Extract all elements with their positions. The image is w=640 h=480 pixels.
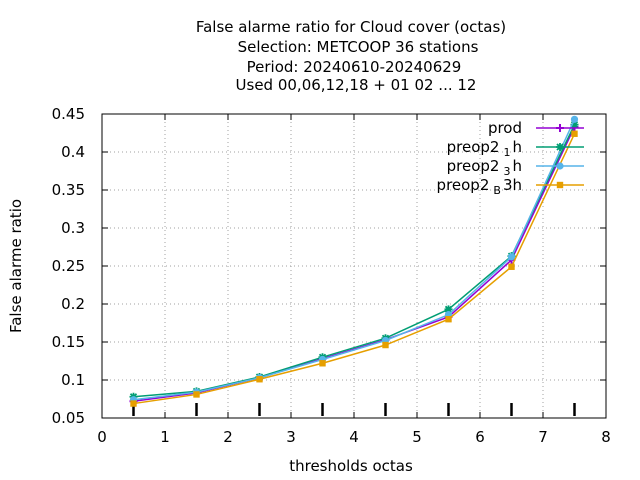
series-line (133, 133, 576, 405)
x-tick-label: 2 (223, 428, 233, 446)
legend-item-4: preop2 B 3h (437, 176, 584, 197)
data-point (507, 253, 516, 261)
legend-item-1: prod (488, 119, 584, 137)
data-point (382, 341, 389, 349)
legend-item-3: preop2 3 h (447, 157, 584, 178)
y-tick-label: 0.45 (52, 105, 85, 123)
y-tick-label: 0.3 (61, 219, 85, 237)
legend-label: preop2 1 h (447, 138, 522, 159)
series-4 (130, 130, 578, 407)
title-line-3: Period: 20240610-20240629 (247, 58, 462, 76)
title-line-1: False alarme ratio for Cloud cover (octa… (196, 18, 506, 36)
data-point (570, 120, 579, 129)
y-tick-label: 0.15 (52, 333, 85, 351)
legend-label: preop2 B 3h (437, 176, 522, 197)
x-tick-label: 8 (601, 428, 611, 446)
y-tick-label: 0.2 (61, 295, 85, 313)
y-tick-label: 0.1 (61, 371, 85, 389)
legend-label: prod (488, 119, 522, 137)
title-line-4: Used 00,06,12,18 + 01 02 ... 12 (236, 76, 477, 94)
legend-item-2: preop2 1 h (447, 138, 584, 159)
series-line (133, 119, 576, 401)
data-point (571, 130, 578, 137)
x-tick-label: 6 (475, 428, 485, 446)
y-tick-label: 0.25 (52, 257, 85, 275)
x-tick-label: 5 (412, 428, 422, 446)
x-axis-label: thresholds octas (289, 457, 413, 475)
legend-marker (556, 162, 564, 170)
data-point (444, 305, 453, 314)
y-tick-label: 0.4 (61, 143, 85, 161)
series-group (129, 115, 579, 407)
y-tick-label: 0.35 (52, 181, 85, 199)
data-point (256, 376, 263, 383)
data-point (193, 391, 200, 398)
y-tick-label: 0.05 (52, 409, 85, 427)
data-point (570, 115, 579, 123)
legend-marker (556, 124, 564, 132)
x-tick-label: 7 (538, 428, 548, 446)
data-point (508, 263, 515, 270)
x-tick-label: 4 (349, 428, 359, 446)
chart-title: False alarme ratio for Cloud cover (octa… (196, 18, 506, 94)
legend-marker (556, 181, 564, 189)
x-tick-label: 3 (286, 428, 296, 446)
y-axis-label: False alarme ratio (7, 199, 25, 333)
legend-label: preop2 3 h (447, 157, 522, 178)
legend-marker (556, 143, 564, 151)
title-line-2: Selection: METCOOP 36 stations (238, 38, 479, 56)
data-point (319, 360, 326, 367)
axis-ticks: 0 1 2 3 4 5 6 7 8 0.05 0.1 0.15 0.2 0.25 0.3 0.35 0.4 0.4… (52, 105, 611, 446)
grid (102, 114, 606, 418)
data-point (130, 400, 137, 407)
x-tick-label: 0 (97, 428, 107, 446)
x-tick-label: 1 (160, 428, 170, 446)
data-point (445, 316, 452, 323)
plot-frame (101, 113, 607, 419)
